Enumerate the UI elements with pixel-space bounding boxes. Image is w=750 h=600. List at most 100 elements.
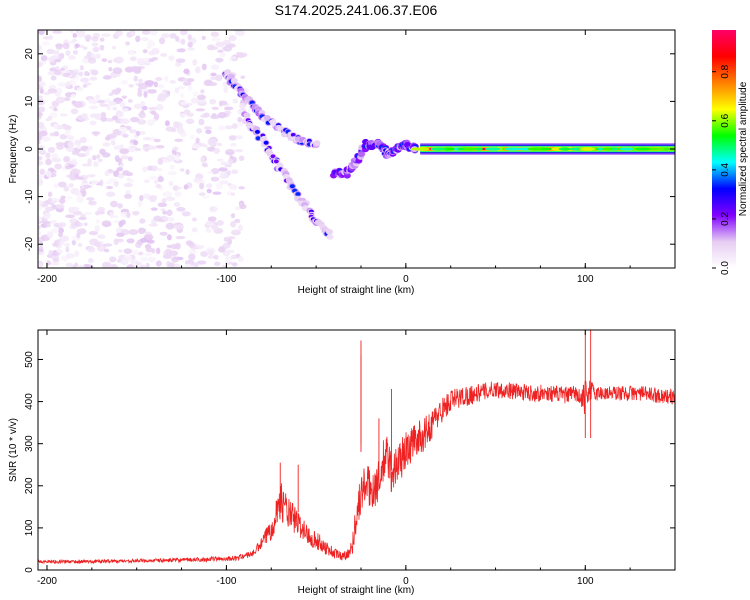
spectrogram-cell <box>48 35 53 41</box>
spectrogram-cell <box>77 242 83 248</box>
y-tick-label: 300 <box>24 435 35 452</box>
spectrogram-cell <box>104 170 110 177</box>
spectrogram-cell <box>69 30 74 34</box>
x-tick-label: -200 <box>37 274 57 285</box>
spectrogram-cell <box>201 35 206 40</box>
spectrogram-cell <box>228 35 237 42</box>
spectrogram-cell <box>165 196 176 201</box>
spectrogram-cell <box>101 58 108 63</box>
spectrogram-cell <box>68 183 74 188</box>
spectrogram-cell <box>216 220 224 226</box>
spectrogram-cell <box>216 158 224 162</box>
spectrogram-cell <box>47 146 56 154</box>
spectrogram-cell <box>59 133 67 140</box>
spectrogram-cell <box>52 30 63 34</box>
x-tick-label: 100 <box>577 576 594 587</box>
spectrogram-cell <box>104 98 111 104</box>
spectrogram-cell <box>102 261 112 267</box>
spectrogram-cell <box>76 196 85 203</box>
spectrogram-cell <box>38 200 44 205</box>
x-tick-label: 100 <box>577 274 594 285</box>
spectrogram-cell <box>238 186 245 190</box>
spectrogram-cell <box>141 105 148 111</box>
spectrogram-cell <box>47 88 58 94</box>
trace-cell <box>357 151 365 158</box>
spectrogram-cell <box>207 216 217 222</box>
spectrogram-cell <box>103 248 110 253</box>
spectrogram-cell <box>121 95 127 99</box>
spectrogram-cell <box>224 256 232 263</box>
spectrogram-cell <box>174 223 184 230</box>
spectrogram-cell <box>79 65 84 71</box>
spectrogram-cell <box>162 89 168 93</box>
spectrogram-cell <box>64 135 74 140</box>
spectrogram-cell <box>63 156 71 163</box>
spectrogram-cell <box>225 170 232 174</box>
spectrogram-cell <box>99 103 109 108</box>
spectrogram-cell <box>64 96 71 102</box>
spectrogram-cell <box>59 235 70 242</box>
spectrogram-cell <box>174 242 181 250</box>
spectrogram-cell <box>137 227 146 234</box>
spectrogram-cell <box>141 30 151 35</box>
spectrogram-cell <box>215 57 224 63</box>
spectrogram-cell <box>187 84 193 91</box>
spectrogram-cell <box>51 227 59 234</box>
spectrogram-cell <box>155 260 162 267</box>
spectrogram-cell <box>145 262 150 268</box>
spectrogram-cell <box>168 217 175 222</box>
spectrogram-cell <box>76 144 82 150</box>
spectrogram-cell <box>127 156 133 162</box>
snr-y-label: SNR (10 * v/v) <box>8 418 19 482</box>
spectrogram-cell <box>95 210 100 216</box>
spectrogram-cell <box>169 80 177 84</box>
spectrogram-cell <box>100 116 107 122</box>
spectrogram-cell <box>38 61 43 68</box>
spectrogram-cell <box>137 200 143 208</box>
spectrogram-cell <box>185 169 190 175</box>
spectrogram-cell <box>151 56 159 61</box>
spectrogram-cell <box>147 89 157 94</box>
trace-cell <box>326 233 334 240</box>
spectrogram-cell <box>139 218 146 224</box>
spectrogram-cell <box>41 41 51 46</box>
spectrogram-cell <box>88 231 99 236</box>
spectrogram-cell <box>88 199 93 206</box>
spectrogram-cell <box>192 91 199 97</box>
spectrogram-cell <box>45 223 51 228</box>
spectrogram-cell <box>105 117 115 122</box>
spectrogram-cell <box>45 158 52 166</box>
spectrogram-cell <box>179 168 185 172</box>
spectrogram-cell <box>131 210 140 216</box>
spectrogram-cell <box>40 55 48 62</box>
colorbar-label: Normalized spectral amplitude <box>738 81 749 216</box>
spectrogram-cell <box>87 257 94 264</box>
spectrogram-cell <box>129 56 137 62</box>
spectrogram-cell <box>230 142 237 147</box>
spectrogram-cell <box>135 261 142 266</box>
spectrogram-cell <box>230 254 237 260</box>
spectrogram-cell <box>100 111 107 118</box>
spectrogram-cell <box>92 46 100 53</box>
spectrogram-cell <box>126 264 135 268</box>
spectrogram-cell <box>143 234 154 241</box>
spectrogram-cell <box>235 135 243 140</box>
spectrogram-cell <box>162 253 172 259</box>
spectrogram-cell <box>92 155 97 161</box>
spectrogram-cell <box>46 231 54 239</box>
spectrogram-cell <box>94 94 101 100</box>
spectrogram-cell <box>147 119 155 126</box>
spectrogram-cell <box>81 112 88 119</box>
spectrogram-cell <box>38 111 43 118</box>
spectrogram-cell <box>215 41 225 48</box>
spectrogram-cell <box>97 234 106 239</box>
spectrogram-cell <box>38 174 44 180</box>
spectrogram-cell <box>91 179 99 185</box>
spectrogram-cell <box>82 211 93 216</box>
spectrogram-cell <box>149 195 157 203</box>
spectrogram-cell <box>70 93 76 99</box>
spectrogram-cell <box>118 126 128 132</box>
spectrogram-cell <box>91 36 99 42</box>
colorbar-gradient <box>712 30 736 268</box>
spectrogram-cell <box>76 176 85 180</box>
